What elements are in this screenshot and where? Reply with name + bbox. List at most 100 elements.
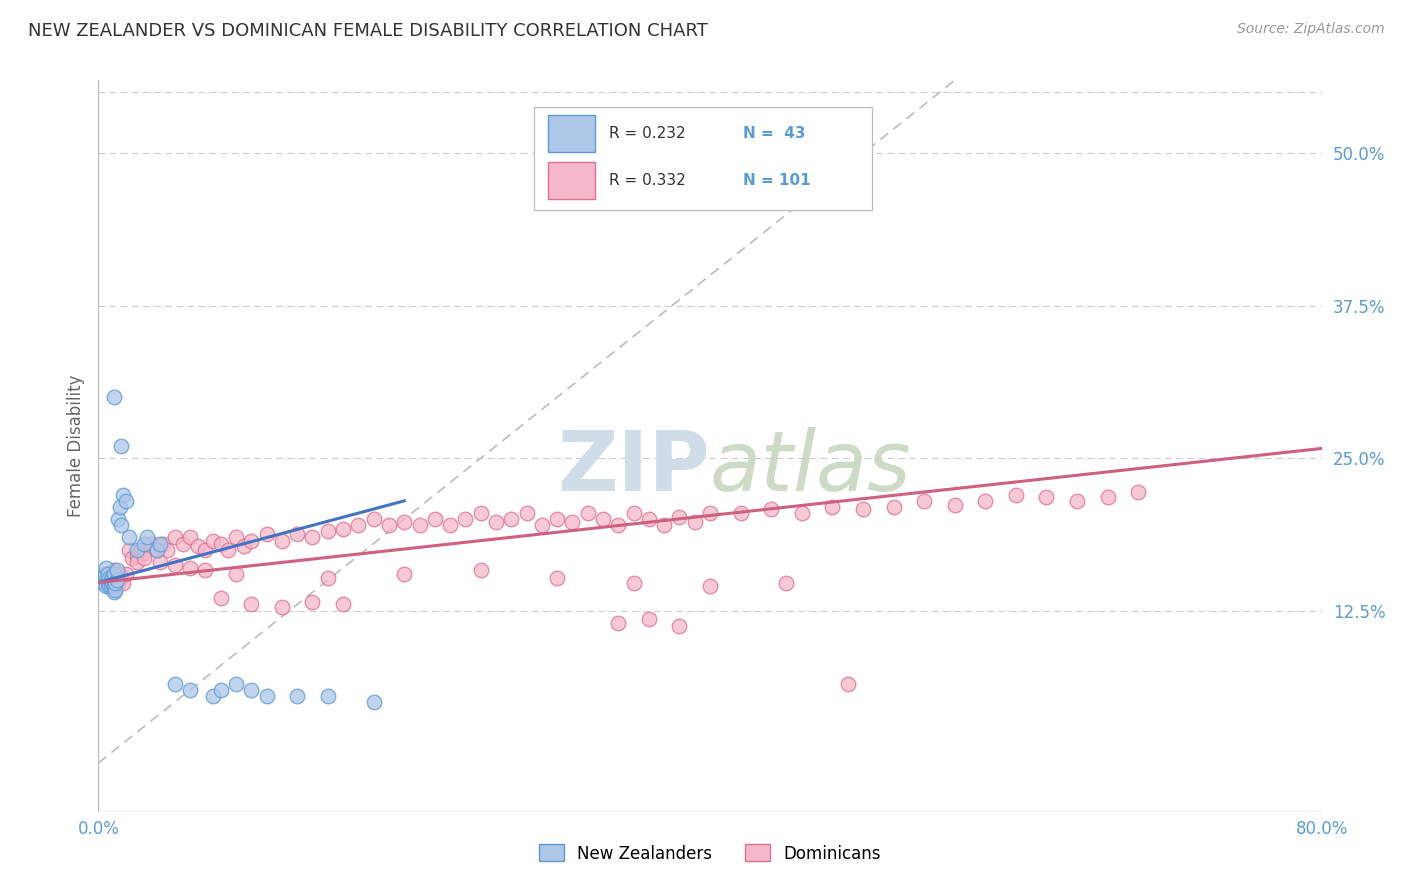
- Point: [110, 571, 132, 585]
- Point: [105, 563, 128, 577]
- Point: [561, 515, 583, 529]
- Point: [1035, 490, 1057, 504]
- Point: [125, 542, 148, 557]
- Point: [105, 573, 128, 587]
- Point: [115, 567, 138, 582]
- Point: [141, 536, 163, 550]
- Point: [93, 571, 115, 585]
- Point: [408, 518, 430, 533]
- Point: [149, 555, 172, 569]
- Point: [125, 555, 148, 569]
- Point: [775, 575, 797, 590]
- Point: [94, 561, 117, 575]
- Point: [470, 563, 492, 577]
- Point: [759, 502, 782, 516]
- Point: [225, 530, 247, 544]
- Point: [134, 536, 156, 550]
- Point: [91, 575, 114, 590]
- Point: [93, 567, 115, 582]
- Point: [790, 506, 813, 520]
- Point: [103, 390, 125, 404]
- Point: [149, 539, 172, 553]
- Point: [301, 595, 323, 609]
- Point: [699, 506, 721, 520]
- Point: [118, 542, 141, 557]
- Point: [98, 575, 121, 590]
- Point: [101, 571, 124, 585]
- Text: atlas: atlas: [710, 427, 911, 508]
- Point: [974, 494, 997, 508]
- Point: [363, 512, 385, 526]
- Point: [101, 575, 124, 590]
- Y-axis label: Female Disability: Female Disability: [66, 375, 84, 517]
- Point: [111, 488, 134, 502]
- Point: [149, 536, 172, 550]
- Point: [104, 582, 127, 597]
- Point: [225, 567, 247, 582]
- Point: [485, 515, 508, 529]
- FancyBboxPatch shape: [548, 115, 595, 153]
- Point: [202, 534, 225, 549]
- Point: [179, 682, 201, 697]
- Point: [392, 567, 416, 582]
- Point: [98, 579, 121, 593]
- Point: [156, 542, 179, 557]
- Point: [240, 534, 263, 549]
- Point: [301, 530, 323, 544]
- Text: Source: ZipAtlas.com: Source: ZipAtlas.com: [1237, 22, 1385, 37]
- Point: [240, 598, 263, 612]
- Point: [108, 567, 131, 582]
- Point: [217, 542, 239, 557]
- Point: [912, 494, 935, 508]
- Point: [129, 542, 152, 557]
- Point: [104, 575, 127, 590]
- Point: [285, 526, 308, 541]
- Point: [576, 506, 599, 520]
- Point: [546, 571, 568, 585]
- Point: [179, 561, 201, 575]
- Point: [1004, 488, 1026, 502]
- Point: [1066, 494, 1088, 508]
- Point: [668, 619, 690, 633]
- Point: [1128, 485, 1150, 500]
- Point: [470, 506, 492, 520]
- Point: [163, 530, 186, 544]
- Text: N =  43: N = 43: [744, 126, 806, 141]
- Point: [103, 579, 125, 593]
- Point: [121, 551, 143, 566]
- Point: [209, 682, 232, 697]
- Point: [111, 575, 134, 590]
- Point: [285, 689, 308, 703]
- Point: [103, 585, 125, 599]
- Point: [668, 509, 690, 524]
- Text: R = 0.232: R = 0.232: [609, 126, 685, 141]
- Point: [97, 573, 120, 587]
- Point: [347, 518, 370, 533]
- Point: [332, 598, 354, 612]
- Point: [637, 512, 661, 526]
- Point: [115, 494, 138, 508]
- Point: [145, 542, 167, 557]
- Point: [105, 573, 128, 587]
- Point: [439, 518, 461, 533]
- Point: [546, 512, 568, 526]
- Point: [423, 512, 446, 526]
- Point: [172, 536, 194, 550]
- Point: [623, 575, 645, 590]
- Point: [225, 676, 247, 690]
- Point: [607, 615, 630, 630]
- Point: [107, 575, 129, 590]
- Point: [943, 498, 966, 512]
- Point: [103, 563, 125, 577]
- Point: [202, 689, 225, 703]
- Point: [363, 695, 385, 709]
- Text: N = 101: N = 101: [744, 173, 811, 188]
- Point: [94, 579, 117, 593]
- Point: [194, 542, 217, 557]
- Point: [592, 512, 614, 526]
- Point: [378, 518, 401, 533]
- Text: R = 0.332: R = 0.332: [609, 173, 685, 188]
- Point: [163, 558, 186, 573]
- Point: [270, 599, 292, 614]
- Point: [316, 571, 339, 585]
